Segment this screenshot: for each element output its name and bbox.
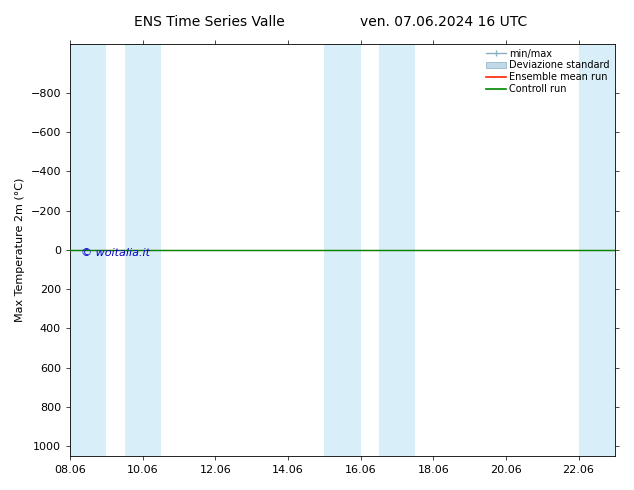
Bar (578, 44, 615, 456)
Text: ven. 07.06.2024 16 UTC: ven. 07.06.2024 16 UTC (360, 15, 527, 29)
Bar (70, 44, 107, 456)
Text: ENS Time Series Valle: ENS Time Series Valle (134, 15, 285, 29)
Legend: min/max, Deviazione standard, Ensemble mean run, Controll run: min/max, Deviazione standard, Ensemble m… (483, 46, 613, 98)
Y-axis label: Max Temperature 2m (°C): Max Temperature 2m (°C) (15, 178, 25, 322)
Bar (325, 44, 361, 456)
Bar (378, 44, 415, 456)
Text: © woitalia.it: © woitalia.it (81, 248, 150, 258)
Bar (124, 44, 161, 456)
